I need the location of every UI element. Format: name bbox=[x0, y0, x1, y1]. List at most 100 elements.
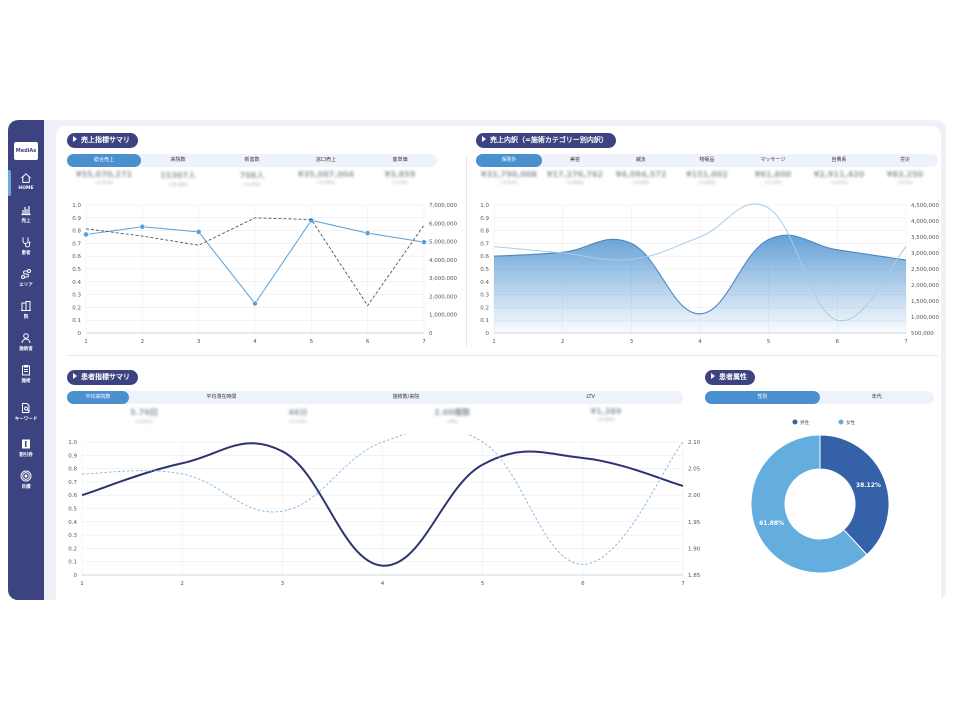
clipboard-icon bbox=[22, 365, 30, 376]
sidebar-item-keyword[interactable]: キーワード bbox=[8, 402, 44, 432]
y2-tick-label: 3,000,000 bbox=[429, 276, 457, 282]
target-icon bbox=[20, 470, 32, 482]
y2-tick-label: 2,500,000 bbox=[911, 267, 939, 273]
sidebar-item-clinic[interactable]: 院 bbox=[8, 300, 44, 330]
y2-tick-label: 500,000 bbox=[911, 331, 934, 337]
patient-summary-kpis: 5.76回 (-0.02%) 46分 (-0.15%) 2.00種類 (-0%) ¥1… bbox=[67, 407, 683, 424]
sidebar-item-home[interactable]: HOME bbox=[8, 170, 44, 202]
data-point bbox=[252, 300, 258, 307]
map-route-icon bbox=[21, 269, 31, 279]
tab-ltv[interactable]: LTV bbox=[586, 394, 595, 400]
x-tick-label: 2 bbox=[561, 339, 565, 345]
x-tick-label: 3 bbox=[197, 339, 201, 345]
tab-acupuncture[interactable]: 鍼灸 bbox=[635, 157, 646, 163]
sidebar-item-practitioner[interactable]: 施術者 bbox=[8, 332, 44, 362]
sidebar-item-sales[interactable]: 売上 bbox=[8, 204, 44, 234]
x-tick-label: 6 bbox=[836, 339, 840, 345]
x-tick-label: 6 bbox=[366, 339, 370, 345]
sidebar-item-label: キーワード bbox=[14, 417, 38, 422]
kpi: ¥32,790,008 (-0.01%) bbox=[480, 170, 538, 185]
tab-treatments-per-visit[interactable]: 施術数/来院 bbox=[392, 394, 420, 400]
kpi: ¥151,002 (-0.08%) bbox=[685, 170, 728, 185]
tab-massage[interactable]: マッサージ bbox=[760, 157, 786, 163]
sidebar-item-label: 院 bbox=[23, 315, 29, 320]
sidebar-item-label: エリア bbox=[19, 283, 33, 288]
tab-self-pay[interactable]: 自費系 bbox=[831, 157, 847, 163]
tab-age-group[interactable]: 年代 bbox=[871, 394, 882, 400]
tab-visits[interactable]: 来院数 bbox=[170, 157, 186, 163]
tab-workers-comp[interactable]: 労災 bbox=[899, 157, 910, 163]
y-tick-label: 0.2 bbox=[68, 546, 77, 552]
data-point bbox=[195, 228, 202, 235]
data-point bbox=[421, 239, 427, 246]
y-tick-label: 1.0 bbox=[68, 440, 77, 446]
divider bbox=[67, 355, 938, 356]
x-tick-label: 6 bbox=[581, 581, 585, 587]
x-tick-label: 1 bbox=[84, 339, 88, 345]
sidebar-item-patients[interactable]: 患者 bbox=[8, 236, 44, 266]
y2-tick-label: 1,000,000 bbox=[429, 313, 457, 319]
y-tick-label: 0.6 bbox=[72, 254, 81, 260]
sidebar-item-goal[interactable]: 目標 bbox=[8, 470, 44, 500]
y-tick-label: 0 bbox=[74, 573, 78, 579]
kpi: 2.00種類 (-0%) bbox=[434, 408, 470, 424]
sidebar-item-label: 目標 bbox=[21, 485, 31, 490]
sidebar-item-treatment[interactable]: 施術 bbox=[8, 364, 44, 394]
y-tick-label: 1.0 bbox=[480, 203, 489, 209]
person-icon bbox=[21, 333, 31, 344]
y-tick-label: 0.1 bbox=[72, 318, 81, 324]
tab-avg-visits[interactable]: 平均来院数 bbox=[67, 391, 129, 404]
y2-tick-label: 1.95 bbox=[688, 520, 701, 526]
tab-total-sales[interactable]: 総合売上 bbox=[67, 154, 141, 167]
y-tick-label: 1.0 bbox=[72, 203, 81, 209]
y-tick-label: 0.5 bbox=[72, 267, 81, 273]
y2-tick-label: 1,000,000 bbox=[911, 315, 939, 321]
tab-non-insurance[interactable]: 保険外 bbox=[476, 154, 542, 167]
y2-tick-label: 2,000,000 bbox=[911, 283, 939, 289]
x-tick-label: 1 bbox=[80, 581, 84, 587]
kpi: ¥1,389 (-0.28%) bbox=[590, 407, 622, 422]
y2-tick-label: 5,000,000 bbox=[429, 240, 457, 246]
y2-tick-label: 4,500,000 bbox=[911, 203, 939, 209]
stethoscope-icon bbox=[22, 237, 31, 248]
y-tick-label: 0.3 bbox=[72, 293, 81, 299]
divider bbox=[466, 156, 467, 346]
triangle-icon bbox=[482, 136, 486, 142]
patient-summary-tabs: 平均来院数 平均滞在時間 施術数/来院 LTV bbox=[67, 391, 683, 404]
y2-tick-label: 4,000,000 bbox=[429, 258, 457, 264]
sidebar-item-label: 施術 bbox=[21, 379, 31, 384]
y-tick-label: 0.7 bbox=[480, 241, 489, 247]
tab-products[interactable]: 物販品 bbox=[699, 157, 715, 163]
y-tick-label: 0.3 bbox=[480, 293, 489, 299]
legend-swatch bbox=[792, 419, 798, 425]
y-tick-label: 0 bbox=[78, 331, 82, 337]
data-point bbox=[139, 223, 146, 230]
y2-tick-label: 1,500,000 bbox=[911, 299, 939, 305]
building-icon bbox=[21, 301, 31, 311]
sales-breakdown-kpis: ¥32,790,008 (-0.01%) ¥17,276,762 (-0.88%) … bbox=[476, 170, 938, 185]
tab-avg-stay[interactable]: 平均滞在時間 bbox=[206, 394, 237, 400]
kpi: 46分 (-0.15%) bbox=[288, 408, 308, 424]
tab-counter-sales[interactable]: 窓口売上 bbox=[315, 157, 336, 163]
sales-summary-kpis: ¥55,070,272 (-0.01%) 15307人 (-10.58%) 708人… bbox=[67, 170, 437, 187]
triangle-icon bbox=[73, 136, 77, 142]
y-tick-label: 0.4 bbox=[480, 280, 489, 286]
y-tick-label: 0.2 bbox=[480, 305, 489, 311]
y-tick-label: 0.9 bbox=[72, 216, 81, 222]
series-line-dashed bbox=[81, 434, 684, 565]
tab-new-patients[interactable]: 新患数 bbox=[244, 157, 260, 163]
patient-summary-chart: 0 0.1 0.2 0.3 0.4 0.5 0.6 0.7 0.8 0.9 1.0 1.85 1.90 1… bbox=[68, 434, 701, 587]
sales-breakdown-tabs: 保険外 美容 鍼灸 物販品 マッサージ 自費系 労災 bbox=[476, 154, 938, 167]
sidebar-item-area[interactable]: エリア bbox=[8, 268, 44, 298]
tab-gender[interactable]: 性別 bbox=[705, 391, 820, 404]
y-tick-label: 0.8 bbox=[68, 467, 77, 473]
y2-tick-label: 0 bbox=[429, 331, 433, 337]
y-tick-label: 0.2 bbox=[72, 305, 81, 311]
donut-slice bbox=[750, 434, 868, 574]
tab-beauty[interactable]: 美容 bbox=[569, 157, 580, 163]
kpi: 15307人 (-10.58%) bbox=[160, 171, 196, 187]
sidebar-item-label: 施術者 bbox=[19, 347, 33, 352]
tab-avg-spend[interactable]: 客単価 bbox=[392, 157, 408, 163]
y2-tick-label: 2.05 bbox=[688, 467, 701, 473]
sidebar-item-coupon[interactable]: 割引券 bbox=[8, 438, 44, 468]
